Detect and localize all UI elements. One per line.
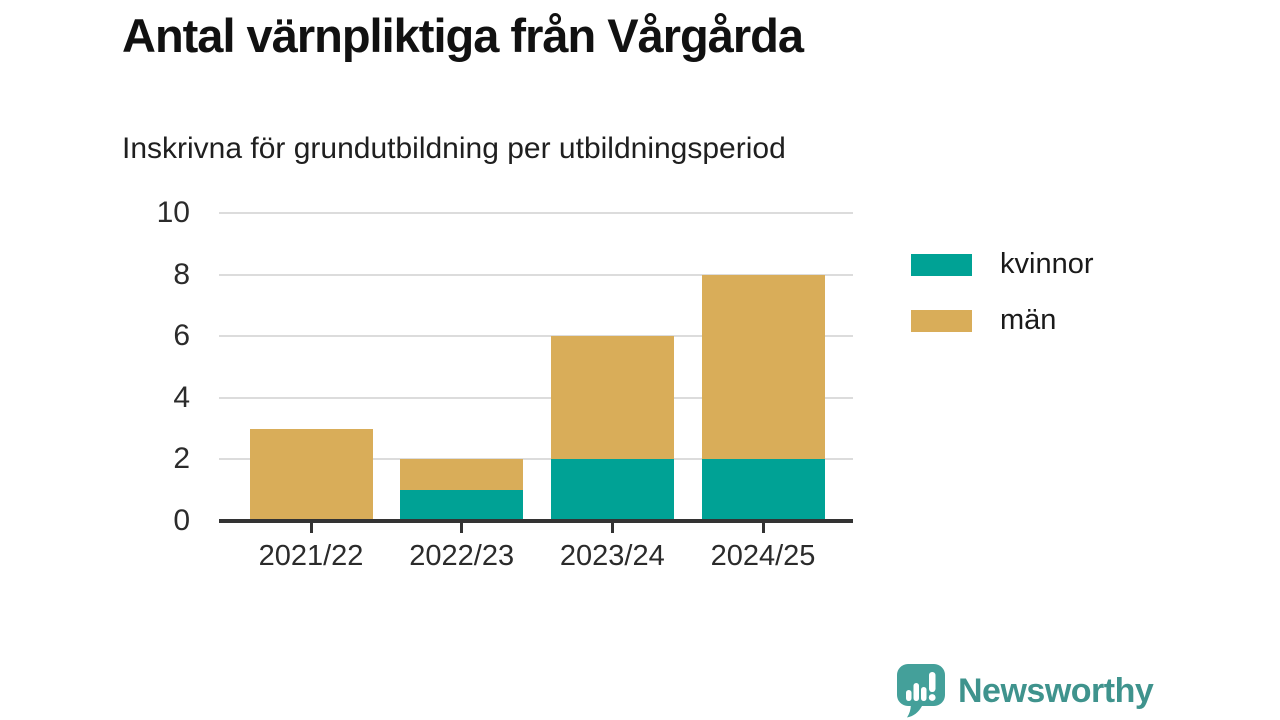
bar-2023/24-män	[550, 336, 674, 460]
y-axis-label-10: 10	[156, 196, 190, 229]
legend-label-män: män	[1000, 304, 1057, 336]
x-axis-label-2022/23: 2022/23	[409, 540, 515, 572]
y-axis-label-6: 6	[173, 319, 190, 353]
x-axis-line	[219, 519, 853, 523]
gridline-y-8	[219, 273, 853, 276]
bar-2022/23-män	[400, 459, 524, 491]
x-axis-label-2023/24: 2023/24	[559, 540, 665, 572]
gridline-y-4	[219, 396, 853, 399]
bar-2021/22-män	[249, 428, 373, 521]
x-axis-tick-2023/24	[610, 523, 614, 533]
x-axis-label-2021/22: 2021/22	[258, 540, 364, 572]
bar-2024/25-män	[701, 274, 825, 460]
x-axis-tick-2024/25	[761, 523, 765, 533]
x-axis-tick-2021/22	[309, 523, 313, 533]
x-axis-tick-2022/23	[460, 523, 464, 533]
gridline-y-10	[219, 212, 853, 214]
brand-footer: Newsworthy	[897, 664, 1154, 718]
chart-legend: kvinnor män	[911, 248, 1094, 360]
legend-swatch-män	[911, 309, 972, 332]
gridline-y-2	[219, 458, 853, 461]
legend-label-kvinnor: kvinnor	[1000, 248, 1094, 280]
bar-2024/25-kvinnor	[701, 459, 825, 521]
chart-subtitle: Inskrivna för grundutbildning per utbild…	[122, 132, 786, 165]
chart-title: Antal värnpliktiga från Vårgårda	[122, 9, 804, 62]
x-axis-label-2024/25: 2024/25	[710, 540, 816, 572]
legend-item-kvinnor: kvinnor	[911, 248, 1094, 281]
bar-2022/23-kvinnor	[400, 490, 524, 521]
legend-item-män: män	[911, 304, 1094, 337]
y-axis-label-2: 2	[173, 442, 190, 476]
legend-swatch-kvinnor	[911, 253, 972, 276]
y-axis-label-0: 0	[173, 504, 190, 537]
y-axis-label-4: 4	[173, 380, 190, 414]
bar-2023/24-kvinnor	[550, 459, 674, 521]
newsworthy-logo-icon	[897, 664, 945, 718]
gridline-y-6	[219, 335, 853, 338]
y-axis-label-8: 8	[173, 257, 190, 291]
brand-name: Newsworthy	[958, 671, 1154, 710]
